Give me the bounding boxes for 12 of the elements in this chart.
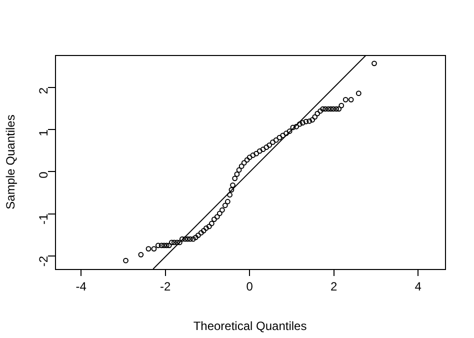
y-tick-label: -2 <box>36 256 50 267</box>
x-tick-label: 0 <box>246 280 254 294</box>
x-tick-label: 4 <box>414 280 422 294</box>
x-tick-label: 2 <box>330 280 338 294</box>
y-axis-title: Sample Quantiles <box>4 114 18 210</box>
y-tick-label: 2 <box>36 87 50 94</box>
x-tick-label: -4 <box>76 280 87 294</box>
y-tick-label: -1 <box>36 213 50 224</box>
y-tick-label: 1 <box>36 129 50 136</box>
x-axis-title: Theoretical Quantiles <box>193 319 307 334</box>
x-tick-label: -2 <box>160 280 172 294</box>
y-tick-label: 0 <box>36 171 50 178</box>
